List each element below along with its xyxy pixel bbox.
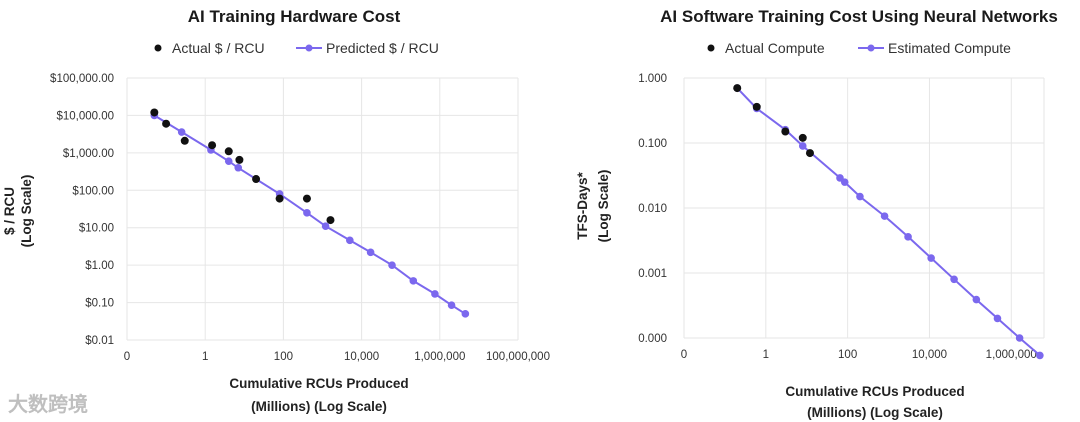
actual-point bbox=[162, 119, 171, 128]
x-tick-label: 100 bbox=[838, 349, 857, 361]
legend-actual-label: Actual $ / RCU bbox=[172, 40, 265, 56]
predicted-point bbox=[840, 178, 849, 186]
predicted-point bbox=[409, 277, 418, 285]
predicted-point bbox=[366, 248, 375, 257]
y-tick-label: $1.00 bbox=[85, 260, 114, 272]
actual-point bbox=[733, 84, 742, 93]
hardware-cost-chart: AI Training Hardware Cost Actual $ / RCU… bbox=[2, 7, 550, 414]
y-axis-label: TFS-Days* bbox=[575, 171, 590, 239]
y-tick-label: 0.010 bbox=[638, 203, 667, 215]
x-tick-label: 100,000,000 bbox=[486, 351, 550, 363]
legend-estimated-label: Estimated Compute bbox=[888, 40, 1011, 56]
legend-actual-label: Actual Compute bbox=[725, 40, 825, 56]
predicted-point bbox=[234, 163, 243, 172]
x-tick-label: 1,000,000 bbox=[986, 349, 1037, 361]
legend-actual-marker bbox=[707, 44, 715, 52]
actual-point bbox=[275, 194, 284, 203]
actual-point bbox=[781, 127, 790, 136]
actual-point bbox=[798, 133, 807, 142]
legend-predicted-label: Predicted $ / RCU bbox=[326, 40, 439, 56]
predicted-point bbox=[880, 212, 889, 220]
predicted-point bbox=[856, 192, 864, 201]
watermark: 大数跨境 bbox=[8, 392, 88, 416]
x-tick-label: 1 bbox=[763, 349, 769, 361]
actual-point bbox=[326, 216, 335, 225]
y-tick-label: $100.00 bbox=[72, 185, 114, 197]
legend-actual-marker bbox=[154, 44, 162, 52]
y-tick-label: 0.100 bbox=[638, 138, 667, 150]
y-tick-label: 0.001 bbox=[638, 268, 667, 280]
actual-point bbox=[252, 175, 261, 184]
predicted-point bbox=[461, 310, 470, 318]
software-cost-chart: AI Software Training Cost Using Neural N… bbox=[575, 7, 1058, 420]
predicted-point bbox=[346, 236, 354, 245]
actual-point bbox=[180, 136, 189, 145]
y-tick-label: $1,000.00 bbox=[63, 148, 114, 160]
y-tick-label: 1.000 bbox=[638, 73, 667, 85]
actual-point bbox=[235, 155, 244, 164]
actual-point bbox=[805, 149, 814, 158]
predicted-point bbox=[972, 295, 981, 304]
actual-point bbox=[208, 141, 217, 150]
x-tick-label: 0 bbox=[124, 351, 130, 363]
y-axis-label: $ / RCU bbox=[2, 187, 17, 235]
actual-point bbox=[150, 108, 159, 117]
actual-point bbox=[752, 102, 761, 111]
predicted-point bbox=[1036, 351, 1044, 360]
predicted-point bbox=[904, 233, 912, 241]
y-tick-label: $10.00 bbox=[79, 223, 114, 235]
x-axis-label: Cumulative RCUs Produced bbox=[785, 384, 964, 399]
predicted-point bbox=[927, 254, 935, 262]
y-tick-label: 0.000 bbox=[638, 333, 667, 345]
x-tick-label: 100 bbox=[274, 351, 293, 363]
predicted-point bbox=[431, 290, 439, 298]
predicted-point bbox=[798, 142, 807, 150]
legend-estimated-marker bbox=[867, 44, 875, 52]
predicted-point bbox=[303, 209, 311, 217]
x-axis-label: Cumulative RCUs Produced bbox=[229, 376, 408, 391]
x-tick-label: 10,000 bbox=[912, 349, 947, 361]
y-tick-label: $0.01 bbox=[85, 335, 114, 347]
chart-title: AI Software Training Cost Using Neural N… bbox=[660, 7, 1058, 26]
x-axis-label-scale: (Millions) (Log Scale) bbox=[807, 405, 943, 420]
hardware-plot-area: $100,000.00 $10,000.00 $1,000.00 $100.00 $10… bbox=[50, 73, 550, 363]
y-tick-label: $0.10 bbox=[85, 298, 114, 310]
legend-predicted-marker bbox=[305, 44, 313, 52]
x-tick-label: 0 bbox=[681, 349, 687, 361]
actual-point bbox=[302, 194, 311, 203]
y-axis-label-scale: (Log Scale) bbox=[19, 175, 34, 248]
software-plot-area: 1.000 0.100 0.010 0.001 0.000 0 1 100 10,000 1,00… bbox=[638, 73, 1045, 361]
predicted-point bbox=[447, 301, 456, 310]
predicted-point bbox=[1015, 334, 1024, 342]
x-tick-label: 1,000,000 bbox=[414, 351, 465, 363]
y-tick-label: $100,000.00 bbox=[50, 73, 114, 85]
actual-point bbox=[224, 147, 233, 156]
predicted-point bbox=[224, 157, 233, 165]
x-tick-label: 1 bbox=[202, 351, 208, 363]
predicted-point bbox=[321, 222, 330, 230]
chart-title: AI Training Hardware Cost bbox=[188, 7, 401, 26]
x-tick-label: 10,000 bbox=[344, 351, 379, 363]
predicted-point bbox=[950, 275, 958, 284]
x-axis-label-scale: (Millions) (Log Scale) bbox=[251, 399, 387, 414]
predicted-point bbox=[388, 261, 396, 269]
y-axis-label-scale: (Log Scale) bbox=[596, 170, 611, 243]
predicted-point bbox=[993, 314, 1002, 323]
y-tick-label: $10,000.00 bbox=[56, 110, 114, 122]
predicted-point bbox=[177, 128, 186, 136]
